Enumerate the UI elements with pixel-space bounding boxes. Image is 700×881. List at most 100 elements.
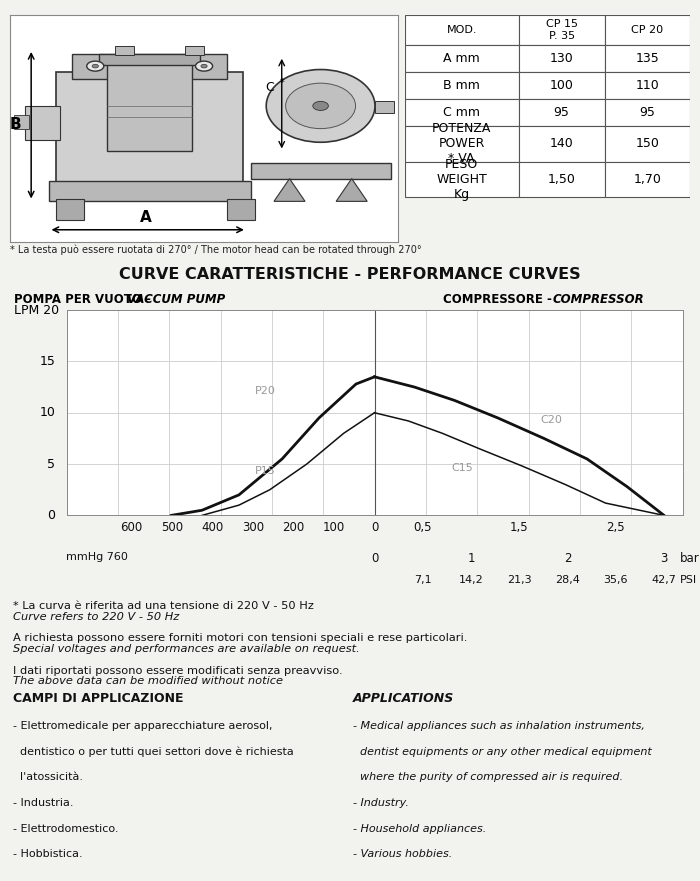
Text: 3: 3	[660, 552, 668, 565]
Bar	[519, 15, 605, 45]
Text: CP 15
P. 35: CP 15 P. 35	[546, 19, 578, 41]
Text: PESO
WEIGHT
Kg: PESO WEIGHT Kg	[436, 158, 487, 201]
Text: COMPRESSOR: COMPRESSOR	[552, 293, 644, 306]
Bar	[405, 161, 519, 196]
Text: 5: 5	[48, 457, 55, 470]
Text: 1,50: 1,50	[547, 173, 575, 186]
Text: 7,1: 7,1	[414, 575, 432, 585]
Text: A richiesta possono essere forniti motori con tensioni speciali e rese particola: A richiesta possono essere forniti motor…	[13, 633, 468, 643]
Text: 2: 2	[564, 552, 571, 565]
Text: 110: 110	[636, 79, 659, 92]
Ellipse shape	[266, 70, 375, 142]
Text: 200: 200	[282, 521, 304, 534]
Text: C mm: C mm	[443, 107, 480, 119]
Bar	[405, 72, 519, 99]
Text: l'atossicità.: l'atossicità.	[13, 773, 83, 782]
Text: MOD.: MOD.	[447, 25, 477, 34]
Bar	[99, 54, 200, 65]
Text: bar: bar	[680, 552, 699, 565]
Text: 28,4: 28,4	[555, 575, 580, 585]
Text: dentistico o per tutti quei settori dove è richiesta: dentistico o per tutti quei settori dove…	[13, 747, 294, 758]
Bar	[405, 45, 519, 72]
Text: POTENZA
POWER
* VA: POTENZA POWER * VA	[432, 122, 491, 166]
Text: 140: 140	[550, 137, 573, 151]
Bar	[115, 46, 134, 55]
Bar	[405, 99, 519, 126]
Text: mmHg 760: mmHg 760	[66, 552, 128, 562]
Text: 1,70: 1,70	[634, 173, 662, 186]
Text: 500: 500	[161, 521, 183, 534]
Text: B: B	[10, 116, 22, 131]
Bar	[57, 199, 83, 219]
Bar	[49, 181, 251, 202]
Text: 0: 0	[48, 509, 55, 522]
Text: C15: C15	[452, 463, 473, 473]
Bar	[185, 46, 204, 55]
Text: Special voltages and performances are available on request.: Special voltages and performances are av…	[13, 644, 360, 654]
Text: 150: 150	[636, 137, 659, 151]
Text: 100: 100	[550, 79, 573, 92]
Circle shape	[195, 61, 213, 71]
Text: 1,5: 1,5	[510, 521, 528, 534]
Bar	[107, 61, 192, 152]
Bar	[405, 126, 519, 161]
Bar	[519, 72, 605, 99]
Text: 0,5: 0,5	[414, 521, 432, 534]
Text: where the purity of compressed air is required.: where the purity of compressed air is re…	[353, 773, 623, 782]
Text: 2,5: 2,5	[606, 521, 625, 534]
Bar	[605, 99, 690, 126]
Text: *: *	[280, 78, 285, 88]
Bar	[605, 45, 690, 72]
Bar	[375, 101, 394, 113]
Text: 15: 15	[39, 355, 55, 368]
Bar	[605, 72, 690, 99]
Text: - Hobbistica.: - Hobbistica.	[13, 849, 83, 859]
Bar	[72, 54, 228, 78]
Text: LPM 20: LPM 20	[14, 304, 60, 316]
Text: - Industria.: - Industria.	[13, 798, 74, 808]
Text: - Various hobbies.: - Various hobbies.	[353, 849, 452, 859]
Text: PSI: PSI	[680, 575, 696, 585]
Circle shape	[313, 101, 328, 110]
Bar	[605, 161, 690, 196]
Text: A: A	[140, 210, 152, 225]
Bar	[14, 115, 29, 129]
Ellipse shape	[286, 83, 356, 129]
Bar	[251, 163, 391, 179]
Text: 0: 0	[371, 521, 378, 534]
Text: 400: 400	[202, 521, 223, 534]
Text: * La curva è riferita ad una tensione di 220 V - 50 Hz: * La curva è riferita ad una tensione di…	[13, 601, 314, 611]
Text: - Household appliances.: - Household appliances.	[353, 824, 486, 833]
Text: 300: 300	[242, 521, 264, 534]
Bar	[57, 71, 243, 185]
Text: The above data can be modified without notice: The above data can be modified without n…	[13, 677, 284, 686]
Bar	[605, 15, 690, 45]
Text: dentist equipments or any other medical equipment: dentist equipments or any other medical …	[353, 747, 652, 757]
Text: C20: C20	[541, 415, 563, 425]
Text: * La testa può essere ruotata di 270° / The motor head can be rotated through 27: * La testa può essere ruotata di 270° / …	[10, 244, 421, 255]
Text: 95: 95	[554, 107, 570, 119]
Text: 0: 0	[371, 552, 378, 565]
Text: CAMPI DI APPLICAZIONE: CAMPI DI APPLICAZIONE	[13, 692, 183, 705]
Text: - Medical appliances such as inhalation instruments,: - Medical appliances such as inhalation …	[353, 722, 645, 731]
Circle shape	[87, 61, 104, 71]
Text: - Industry.: - Industry.	[353, 798, 409, 808]
Text: 100: 100	[323, 521, 345, 534]
Text: CURVE CARATTERISTICHE - PERFORMANCE CURVES: CURVE CARATTERISTICHE - PERFORMANCE CURV…	[119, 267, 581, 283]
Circle shape	[201, 64, 207, 68]
Polygon shape	[336, 179, 368, 202]
Text: 42,7: 42,7	[652, 575, 676, 585]
Text: 1: 1	[468, 552, 475, 565]
Bar	[519, 126, 605, 161]
Text: I dati riportati possono essere modificati senza preavviso.: I dati riportati possono essere modifica…	[13, 666, 343, 676]
Text: - Elettromedicale per apparecchiature aerosol,: - Elettromedicale per apparecchiature ae…	[13, 722, 273, 731]
Text: 14,2: 14,2	[458, 575, 484, 585]
Text: Curve refers to 220 V - 50 Hz: Curve refers to 220 V - 50 Hz	[13, 611, 179, 622]
Text: 600: 600	[120, 521, 143, 534]
Text: POMPA PER VUOTO -: POMPA PER VUOTO -	[14, 293, 155, 306]
Circle shape	[92, 64, 99, 68]
Text: A mm: A mm	[443, 52, 480, 64]
Text: APPLICATIONS: APPLICATIONS	[353, 692, 454, 705]
Text: B mm: B mm	[443, 79, 480, 92]
Text: VACCUM PUMP: VACCUM PUMP	[127, 293, 225, 306]
